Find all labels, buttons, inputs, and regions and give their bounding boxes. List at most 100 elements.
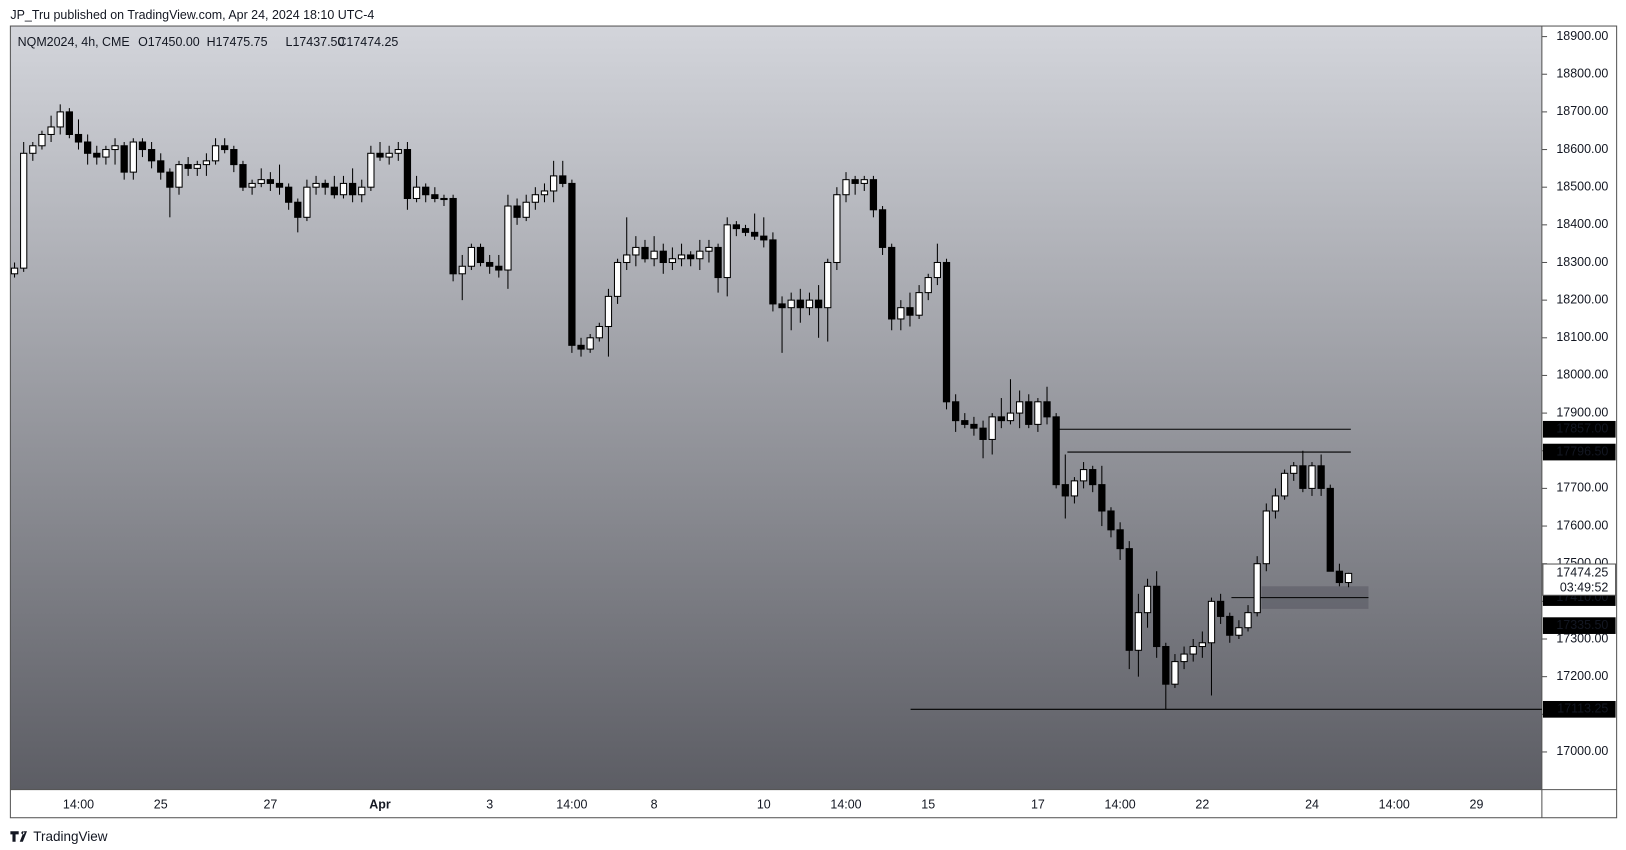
candle-body — [577, 344, 585, 350]
candle-body — [1171, 661, 1179, 685]
candle-body — [1043, 401, 1051, 418]
candle-body — [1070, 480, 1079, 497]
y-tick-label: 17600.00 — [1556, 518, 1608, 532]
candle-body — [741, 228, 750, 233]
candle-body — [641, 246, 649, 260]
candle-body — [796, 299, 804, 309]
candle-body — [1153, 585, 1161, 648]
x-tick-label: 29 — [1470, 798, 1484, 812]
candle-body — [47, 126, 55, 135]
candle-body — [476, 246, 485, 264]
candle-body — [924, 277, 932, 294]
candle-body — [193, 164, 201, 169]
candle-body — [1034, 401, 1042, 425]
plot-area — [10, 26, 1542, 790]
last-price-label: 17474.25 — [1556, 566, 1608, 580]
candle-body — [1079, 469, 1088, 482]
candle-body — [1344, 572, 1353, 584]
candle-body — [330, 186, 338, 196]
candle-body — [157, 160, 165, 173]
y-tick-label: 18700.00 — [1556, 104, 1608, 118]
candle-body — [294, 201, 302, 218]
x-tick-label: 15 — [921, 798, 935, 812]
x-tick-label: 14:00 — [63, 798, 94, 812]
candle-body — [1326, 487, 1334, 572]
candle-body — [568, 182, 576, 346]
candle-body — [559, 175, 567, 184]
candle-body — [1143, 585, 1152, 614]
y-tick-label: 18100.00 — [1556, 330, 1608, 344]
candle-body — [1098, 484, 1106, 512]
footer-logo: TradingView — [10, 829, 108, 844]
candle-body — [751, 231, 759, 237]
candle-body — [431, 194, 439, 200]
x-tick-label: 14:00 — [556, 798, 587, 812]
candle-body — [147, 149, 156, 162]
candle-body — [668, 258, 677, 264]
y-tick-label: 18800.00 — [1556, 67, 1608, 81]
candle-body — [339, 182, 348, 196]
candle-body — [266, 179, 275, 184]
candle-body — [102, 149, 110, 158]
candle-body — [1162, 646, 1170, 685]
level-label: 17335.50 — [1556, 618, 1608, 632]
candle-body — [285, 186, 293, 203]
x-tick-label: 25 — [154, 798, 168, 812]
candle-body — [1198, 642, 1206, 648]
y-tick-label: 18200.00 — [1556, 292, 1608, 306]
candle-body — [486, 261, 494, 267]
candle-body — [522, 201, 530, 218]
ohlc-legend: H17475.75 — [207, 35, 268, 49]
candle-body — [540, 190, 549, 196]
candle-body — [20, 152, 28, 269]
candle-body — [230, 149, 238, 166]
candle-body — [778, 303, 786, 309]
candle-body — [604, 295, 613, 328]
level-label: 17857.00 — [1556, 422, 1608, 436]
y-tick-label: 18400.00 — [1556, 217, 1608, 231]
candle-body — [211, 145, 220, 162]
x-tick-label: 14:00 — [1105, 798, 1136, 812]
candle-body — [367, 152, 375, 188]
candle-body — [769, 239, 777, 305]
candle-body — [513, 205, 521, 218]
candle-body — [805, 299, 814, 309]
ohlc-legend: C17474.25 — [337, 35, 398, 49]
candle-body — [623, 254, 631, 264]
candle-body — [851, 179, 859, 184]
candle-body — [385, 152, 393, 158]
candle-body — [257, 179, 265, 184]
candle-body — [613, 261, 622, 297]
candle-body — [221, 145, 229, 151]
candle-body — [814, 299, 823, 309]
candle-body — [83, 141, 92, 154]
candle-body — [961, 420, 969, 425]
y-tick-label: 17900.00 — [1556, 405, 1608, 419]
level-label: 17113.25 — [1557, 702, 1608, 716]
candle-body — [1253, 563, 1261, 614]
candle-body — [531, 194, 539, 203]
y-tick-label: 18600.00 — [1556, 142, 1608, 156]
level-box — [1542, 617, 1616, 634]
candle-body — [696, 250, 704, 260]
candle-body — [1061, 484, 1069, 497]
candle-body — [56, 111, 64, 128]
candle-body — [632, 246, 640, 256]
candle-body — [303, 186, 311, 218]
candle-body — [1317, 465, 1325, 489]
candle-body — [1089, 469, 1097, 486]
candle-body — [942, 261, 951, 403]
ohlc-legend: L17437.50 — [286, 35, 345, 49]
published-note: JP_Tru published on TradingView.com, Apr… — [10, 8, 374, 22]
x-tick-label: 8 — [651, 798, 658, 812]
candle-body — [677, 254, 686, 260]
candle-body — [138, 141, 147, 151]
y-tick-label: 17700.00 — [1556, 481, 1608, 495]
x-tick-label: 3 — [486, 798, 493, 812]
candle-body — [202, 160, 211, 166]
candle-body — [1125, 548, 1133, 651]
candle-body — [732, 224, 740, 230]
level-box — [1542, 420, 1616, 438]
candle-body — [1180, 653, 1188, 663]
